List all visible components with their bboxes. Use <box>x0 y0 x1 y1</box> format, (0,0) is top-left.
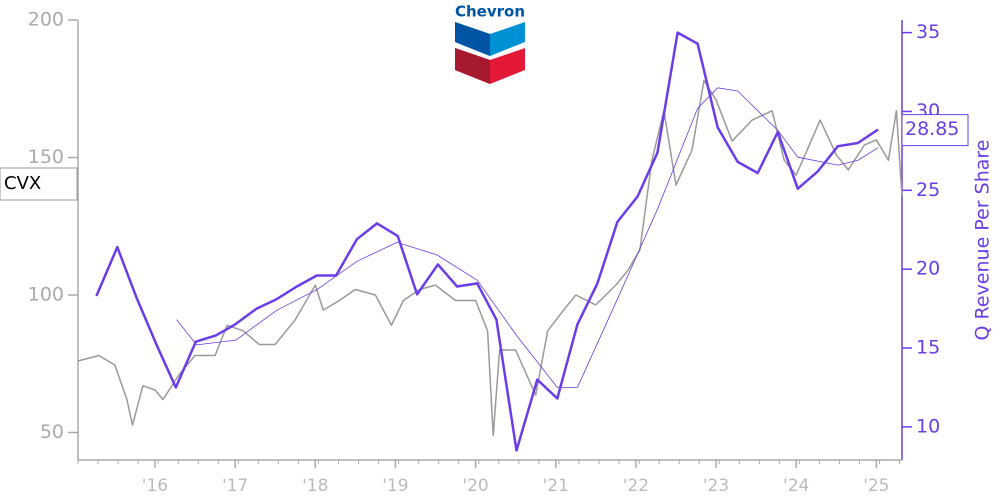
x-tick-label: '22 <box>623 476 649 496</box>
x-tick-label: '23 <box>703 476 729 496</box>
logo-chevron-dark <box>455 22 490 56</box>
x-tick-label: '17 <box>222 476 248 496</box>
series-line <box>176 87 879 388</box>
y2-tick-label: 35 <box>916 21 940 43</box>
x-tick-label: '18 <box>302 476 328 496</box>
ticker-label: CVX <box>4 173 41 194</box>
y-tick-label: 100 <box>28 284 64 306</box>
x-tick-label: '21 <box>543 476 569 496</box>
series-line <box>95 31 879 452</box>
x-tick-label: '25 <box>863 476 889 496</box>
ticker-box <box>0 167 78 201</box>
plot: 50100150200101520253035'16'17'18'19'20'2… <box>28 9 940 497</box>
y-tick-label: 50 <box>40 421 64 443</box>
logo-chevron-darkred <box>455 48 490 84</box>
y2-tick-label: 10 <box>916 415 940 437</box>
logo: Chevron <box>455 3 525 84</box>
x-tick-label: '24 <box>783 476 809 496</box>
y-tick-label: 150 <box>28 146 64 168</box>
logo-text: Chevron <box>455 3 525 21</box>
y2-tick-label: 20 <box>916 258 940 280</box>
x-tick-label: '20 <box>462 476 488 496</box>
last-value-box <box>901 114 969 147</box>
y2-axis-label: Q Revenue Per Share <box>972 140 994 341</box>
y2-tick-label: 25 <box>916 179 940 201</box>
x-tick-label: '19 <box>382 476 408 496</box>
y2-tick-label: 15 <box>916 337 940 359</box>
y-tick-label: 200 <box>28 9 64 31</box>
last-value-label: 28.85 <box>905 118 959 140</box>
x-tick-label: '16 <box>142 476 168 496</box>
